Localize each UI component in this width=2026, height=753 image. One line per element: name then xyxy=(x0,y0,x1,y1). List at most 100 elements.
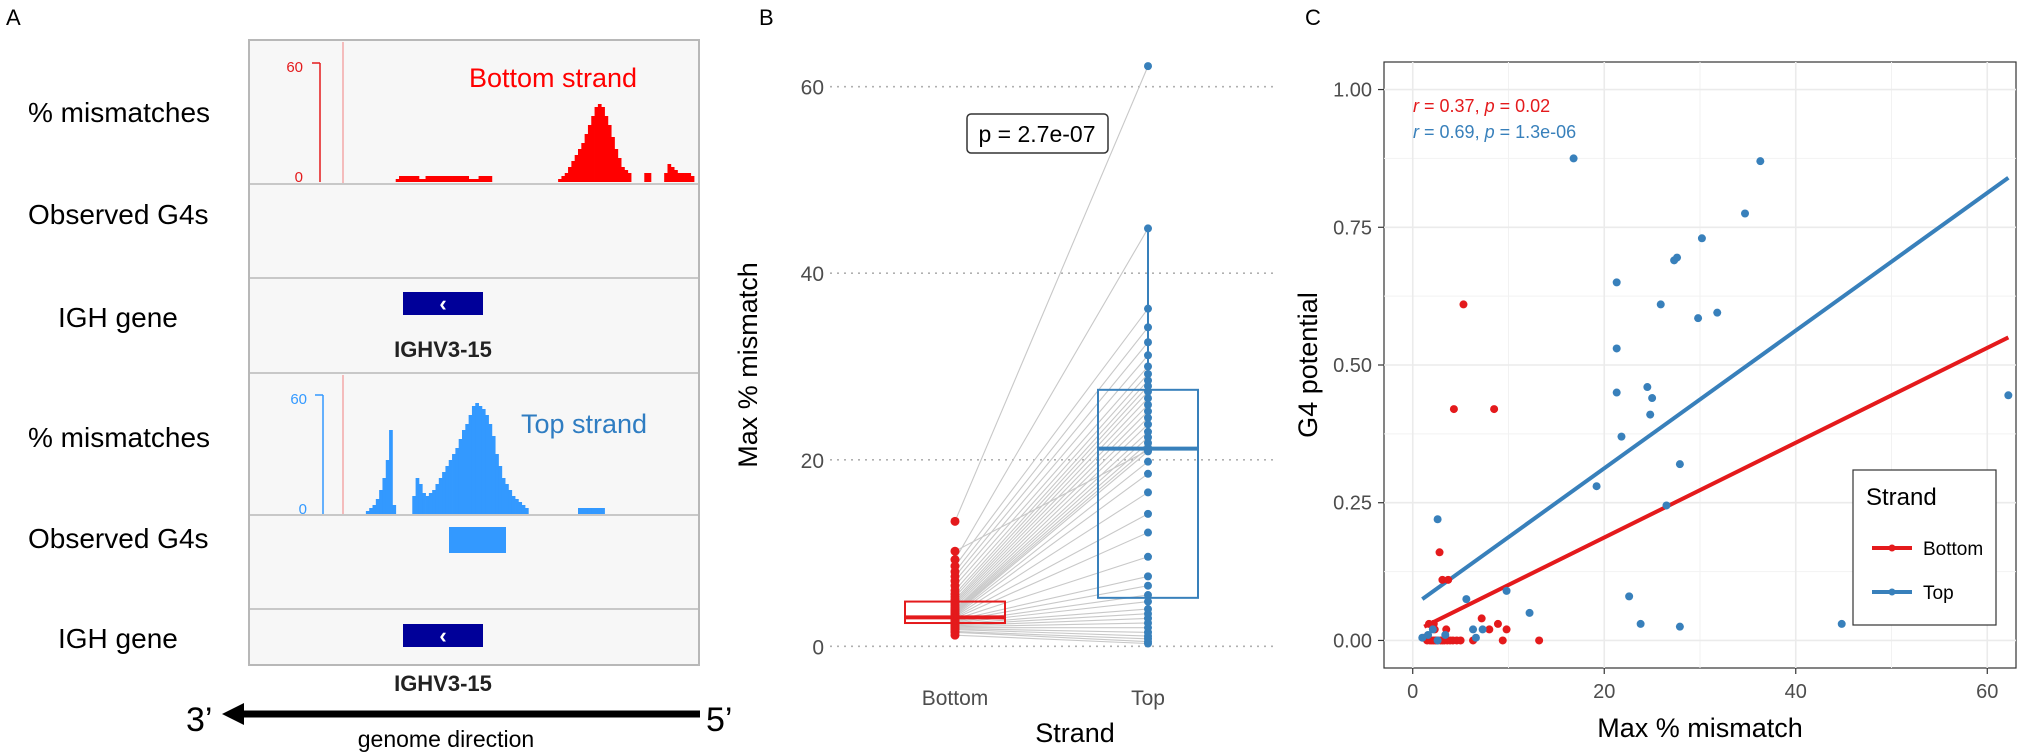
point-top xyxy=(2004,391,2013,400)
point-top xyxy=(1428,625,1437,634)
panel-b: B 0 20 40 60 Bottom Top p = 2.7e-07 Strand M… xyxy=(733,5,1278,748)
coverage-bar xyxy=(438,478,443,514)
panel-a: A % mismatches Observed G4s IGH gene % m… xyxy=(6,5,732,752)
paired-line xyxy=(954,442,1149,613)
coverage-bar xyxy=(412,176,416,182)
point-top xyxy=(1144,572,1152,581)
gene-direction-arrow: ‹ xyxy=(439,623,446,648)
paired-line xyxy=(954,608,1149,625)
scatter-points xyxy=(1418,154,2013,645)
fit-line-top xyxy=(1421,176,2010,601)
stats-bottom: r = 0.37, p = 0.02 xyxy=(1413,96,1550,116)
coverage-bar xyxy=(438,176,443,182)
coverage-bar xyxy=(468,415,473,514)
paired-line xyxy=(954,631,1149,643)
point-top xyxy=(1144,376,1152,385)
coverage-bar xyxy=(498,466,503,514)
coverage-bar xyxy=(524,508,529,514)
point-bottom xyxy=(1456,636,1465,645)
coverage-bar xyxy=(607,125,612,182)
coverage-bar xyxy=(505,484,509,514)
paired-line xyxy=(954,622,1149,628)
paired-line xyxy=(954,532,1149,619)
box-grid xyxy=(830,85,1278,648)
paired-line xyxy=(954,461,1149,616)
panel-b-letter: B xyxy=(759,5,774,30)
coverage-bar xyxy=(428,493,433,514)
point-bottom xyxy=(1485,625,1494,634)
point-top xyxy=(1144,369,1152,378)
boxplots xyxy=(904,228,1199,644)
coverage-bar xyxy=(614,149,619,182)
coverage-bar xyxy=(587,125,592,182)
correlation-stats: r = 0.37, p = 0.02 r = 0.69, p = 1.3e-06 xyxy=(1413,96,1576,142)
point-top xyxy=(1569,154,1578,163)
coverage-bar xyxy=(584,134,589,182)
coverage-bar xyxy=(375,499,380,514)
stats-top-p: 1.3e-06 xyxy=(1515,122,1576,142)
scatter-y-axis-title: G4 potential xyxy=(1293,292,1323,438)
coverage-bar xyxy=(508,490,513,514)
paired-line xyxy=(954,410,1149,606)
paired-line xyxy=(954,575,1149,621)
point-top xyxy=(1144,351,1152,360)
coverage-bar xyxy=(591,508,595,514)
paired-line xyxy=(954,341,1149,577)
coverage-bar xyxy=(408,176,413,182)
point-top xyxy=(1617,432,1626,441)
coverage-bar xyxy=(578,508,582,514)
point-bottom xyxy=(1444,575,1453,584)
bottom-scale-min: 0 xyxy=(295,169,303,186)
scatter-y-tick-label: 0.00 xyxy=(1333,630,1372,652)
box-x-tick-label: Top xyxy=(1131,687,1165,710)
gene-name-label: IGHV3-15 xyxy=(394,337,492,362)
coverage-bar xyxy=(495,454,499,514)
box-y-axis-title: Max % mismatch xyxy=(733,262,763,468)
coverage-bar xyxy=(597,104,602,182)
browser-frame xyxy=(248,39,700,666)
regression-lines xyxy=(1421,176,2010,629)
point-top xyxy=(1144,457,1152,466)
point-top xyxy=(1144,469,1152,478)
scatter-y-tick-label: 1.00 xyxy=(1333,80,1372,102)
scatter-x-axis-title: Max % mismatch xyxy=(1597,713,1803,743)
coverage-bar xyxy=(627,173,632,182)
bottom-strand-track: 60 0 Bottom strand xyxy=(286,42,695,186)
coverage-bar xyxy=(594,508,599,514)
point-top xyxy=(1592,482,1601,491)
paired-line xyxy=(954,326,1149,573)
point-top xyxy=(1144,407,1152,416)
track-row-labels: % mismatches Observed G4s IGH gene % mis… xyxy=(28,97,210,654)
coverage-bar xyxy=(571,161,576,182)
point-top xyxy=(1656,300,1665,309)
coverage-bar xyxy=(491,436,496,514)
coverage-bar xyxy=(458,176,463,182)
coverage-bar xyxy=(624,170,629,182)
coverage-bar xyxy=(389,430,393,514)
point-bottom xyxy=(950,561,960,571)
legend-label-bottom: Bottom xyxy=(1923,539,1983,560)
panel-c-letter: C xyxy=(1305,5,1321,30)
point-top xyxy=(1144,338,1152,347)
coverage-bar xyxy=(568,167,572,182)
coverage-bar xyxy=(402,176,407,182)
point-top xyxy=(1502,586,1511,595)
point-top xyxy=(1144,433,1152,442)
point-top xyxy=(1694,314,1703,323)
paired-line xyxy=(954,629,1149,637)
point-bottom xyxy=(1498,636,1507,645)
row-label-g4s-top: Observed G4s xyxy=(28,523,209,554)
point-bottom xyxy=(1502,625,1511,634)
coverage-bar xyxy=(458,439,463,514)
coverage-bar xyxy=(475,179,479,182)
point-top xyxy=(1625,592,1634,601)
gene-name-label: IGHV3-15 xyxy=(394,671,492,696)
coverage-bar xyxy=(684,173,688,182)
coverage-bar xyxy=(674,170,678,182)
point-bottom xyxy=(1438,575,1447,584)
coverage-bar xyxy=(667,164,672,182)
paired-line xyxy=(954,366,1149,587)
coverage-bar xyxy=(478,176,483,182)
coverage-bar xyxy=(561,176,566,182)
box-y-tick-label: 20 xyxy=(801,450,824,473)
